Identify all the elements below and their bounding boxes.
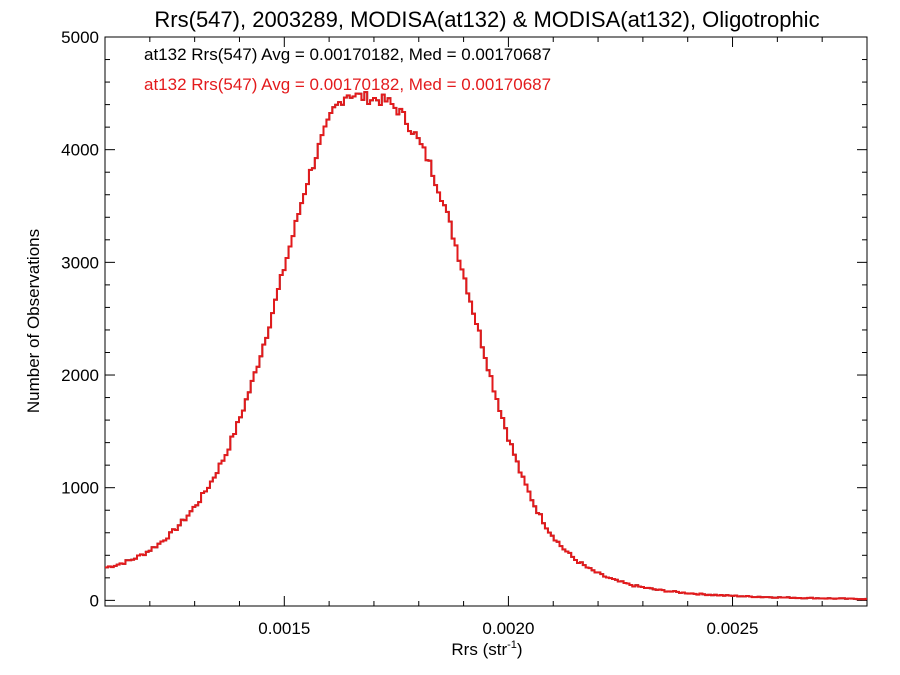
chart-title: Rrs(547), 2003289, MODISA(at132) & MODIS… — [154, 7, 819, 32]
y-tick-label: 1000 — [61, 479, 99, 498]
annotation-black: at132 Rrs(547) Avg = 0.00170182, Med = 0… — [144, 45, 551, 64]
y-axis-label: Number of Observations — [24, 229, 43, 413]
y-tick-label: 0 — [90, 591, 99, 610]
y-tick-label: 5000 — [61, 28, 99, 47]
histogram-series-red — [105, 91, 867, 601]
x-axis-ticks: 0.0015 0.0020 0.0025 — [104, 37, 868, 638]
y-tick-label: 3000 — [61, 253, 99, 272]
x-tick-label: 0.0025 — [707, 619, 759, 638]
plot-frame — [104, 36, 868, 607]
x-axis-label-close: ) — [517, 640, 523, 659]
y-tick-label: 4000 — [61, 141, 99, 160]
x-axis-label-main: Rrs (str — [451, 640, 507, 659]
histogram-series-black — [105, 91, 867, 601]
x-axis-label-superscript: -1 — [507, 639, 517, 651]
annotation-red: at132 Rrs(547) Avg = 0.00170182, Med = 0… — [144, 75, 551, 94]
y-tick-label: 2000 — [61, 366, 99, 385]
y-axis-ticks: 0 1000 2000 3000 4000 5000 — [61, 28, 867, 610]
x-tick-label: 0.0020 — [482, 619, 534, 638]
x-tick-label: 0.0015 — [258, 619, 310, 638]
x-axis-label: Rrs (str-1) — [451, 639, 522, 659]
